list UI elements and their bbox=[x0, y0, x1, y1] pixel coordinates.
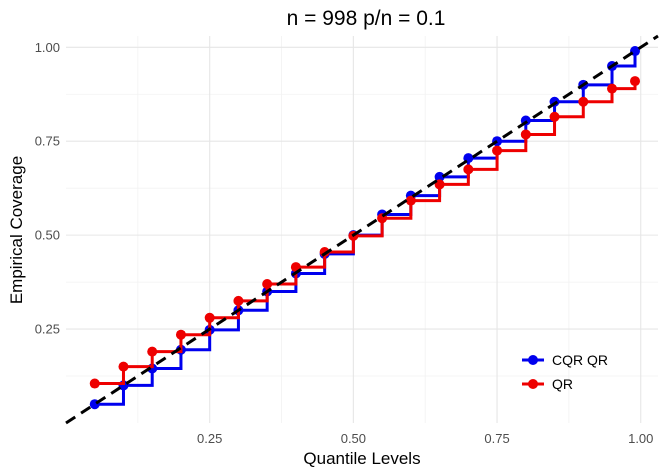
data-point-qr bbox=[607, 83, 618, 94]
y-tick-label: 0.25 bbox=[35, 322, 60, 337]
data-point-qr bbox=[147, 346, 158, 357]
data-point-qr bbox=[233, 295, 244, 306]
data-point-qr bbox=[262, 278, 273, 289]
x-tick-label: 0.25 bbox=[197, 431, 222, 446]
x-tick-label: 0.75 bbox=[484, 431, 509, 446]
y-tick-label: 0.50 bbox=[35, 228, 60, 243]
data-point-qr bbox=[89, 378, 100, 389]
data-point-qr bbox=[549, 111, 560, 122]
data-point-qr bbox=[204, 312, 215, 323]
legend-label-cqr-qr: CQR QR bbox=[552, 352, 608, 368]
chart-title: n = 998 p/n = 0.1 bbox=[287, 7, 446, 30]
reference-diagonal-line bbox=[65, 34, 659, 425]
x-tick-labels: 0.25 0.50 0.75 1.00 bbox=[197, 431, 653, 446]
series-line-qr bbox=[94, 81, 637, 386]
legend-item-qr: QR bbox=[522, 376, 573, 392]
y-tick-label: 0.75 bbox=[35, 134, 60, 149]
data-point-qr bbox=[118, 361, 129, 372]
data-point-qr bbox=[630, 76, 641, 87]
legend: CQR QR QR bbox=[522, 352, 608, 392]
data-point-qr bbox=[405, 195, 416, 206]
series-group bbox=[65, 34, 659, 425]
y-tick-labels: 0.25 0.50 0.75 1.00 bbox=[35, 40, 60, 337]
y-axis-title: Empirical Coverage bbox=[7, 156, 26, 304]
legend-label-qr: QR bbox=[552, 376, 573, 392]
legend-swatch-dot-qr bbox=[528, 379, 538, 389]
data-point-cqr-qr bbox=[434, 171, 445, 182]
data-point-qr bbox=[578, 96, 589, 107]
y-tick-label: 1.00 bbox=[35, 40, 60, 55]
x-tick-label: 0.50 bbox=[341, 431, 366, 446]
data-point-qr bbox=[492, 145, 503, 156]
data-point-qr bbox=[520, 129, 531, 140]
data-point-qr bbox=[175, 329, 186, 340]
legend-swatch-dot-cqr-qr bbox=[528, 355, 538, 365]
legend-item-cqr-qr: CQR QR bbox=[522, 352, 608, 368]
x-tick-label: 1.00 bbox=[628, 431, 653, 446]
x-axis-title: Quantile Levels bbox=[303, 449, 420, 468]
data-point-qr bbox=[463, 164, 474, 175]
